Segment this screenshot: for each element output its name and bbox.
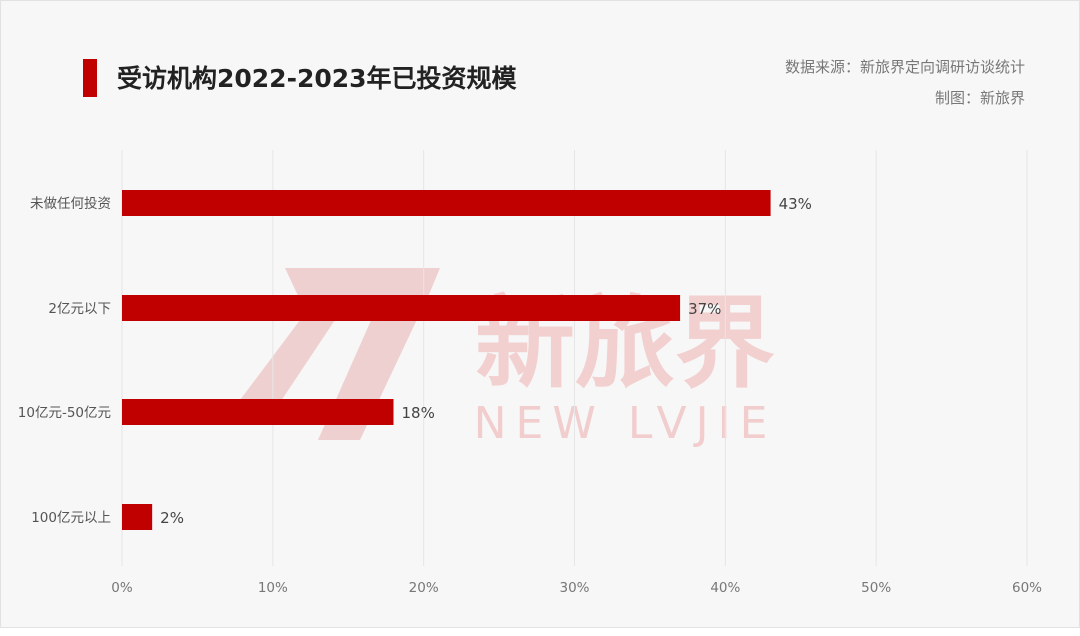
data-label: 37% (688, 300, 721, 318)
x-tick-label: 30% (559, 580, 589, 596)
data-label: 2% (160, 509, 184, 527)
x-tick-label: 40% (710, 580, 740, 596)
x-tick-label: 20% (409, 580, 439, 596)
chart-credit: 制图：新旅界 (934, 89, 1025, 107)
data-label: 18% (402, 404, 435, 422)
category-label: 10亿元-50亿元 (18, 405, 111, 421)
data-label: 43% (779, 195, 812, 213)
category-label: 2亿元以下 (48, 301, 111, 317)
title-accent-bar (83, 59, 97, 97)
category-label: 100亿元以上 (31, 510, 111, 526)
bar (122, 504, 153, 530)
x-tick-label: 0% (111, 580, 133, 596)
category-label: 未做任何投资 (30, 196, 111, 212)
bar (122, 295, 681, 321)
bar (122, 190, 771, 216)
chart-title: 受访机构2022-2023年已投资规模 (117, 64, 517, 93)
bar (122, 399, 394, 425)
x-tick-label: 60% (1012, 580, 1042, 596)
x-tick-label: 50% (861, 580, 891, 596)
data-source-note: 数据来源：新旅界定向调研访谈统计 (784, 58, 1025, 76)
x-tick-label: 10% (258, 580, 288, 596)
